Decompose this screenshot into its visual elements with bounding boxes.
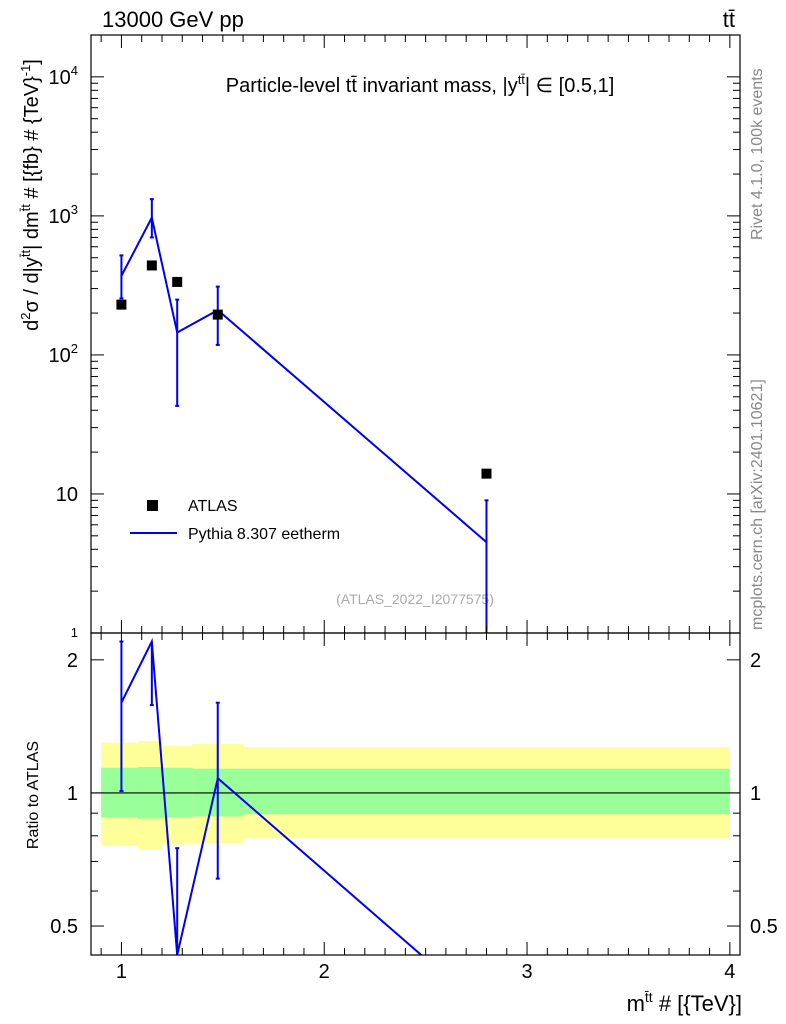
ratio-xtick-label-1: 2 — [319, 961, 330, 983]
ratio-ytick-label-left-0: 0.5 — [50, 916, 78, 938]
main-series-group — [116, 198, 492, 633]
rivet-label: Rivet 4.1.0, 100k events — [749, 68, 766, 240]
ratio-ytick-label-right-2: 2 — [750, 650, 761, 672]
ratio-ytick-label-right-0: 0.5 — [750, 916, 778, 938]
ratio-xlabel: mt̄t # [{TeV}] — [627, 989, 742, 1016]
main-frame — [90, 34, 741, 634]
ratio-xtick-label-3: 4 — [724, 961, 735, 983]
ratio-xtick-label-0: 1 — [116, 961, 127, 983]
header-right: tt̄ — [723, 7, 735, 32]
ratio-series-group — [119, 637, 423, 955]
main-ytick-label-2: 103 — [49, 202, 78, 228]
legend-label-pythia: Pythia 8.307 eetherm — [188, 526, 340, 543]
main-plot-area: 10 102 103 104 1 — [49, 34, 741, 640]
main-ytick-label-bottom: 1 — [71, 625, 78, 640]
ratio-plot-area: 0.5 0.5 1 1 2 2 1 2 3 4 — [50, 632, 778, 983]
ratio-ylabel: Ratio to ATLAS — [25, 741, 42, 849]
legend-marker-atlas — [147, 500, 158, 511]
data-point-1 — [146, 260, 157, 271]
ratio-frame — [90, 632, 741, 956]
legend-label-atlas: ATLAS — [188, 498, 238, 515]
header-left: 13000 GeV pp — [102, 7, 244, 32]
ratio-series-line — [120, 637, 423, 955]
analysis-watermark: (ATLAS_2022_I2077575) — [336, 591, 494, 607]
data-point-2 — [172, 276, 183, 287]
ratio-xtick-label-2: 3 — [521, 961, 532, 983]
ratio-ytick-label-left-2: 2 — [67, 650, 78, 672]
plot-title: Particle-level tt̄ invariant mass, |ytt̄… — [226, 72, 615, 97]
mc-series-line — [120, 214, 488, 543]
ratio-ytick-label-right-1: 1 — [750, 783, 761, 805]
ratio-ytick-label-left-1: 1 — [67, 783, 78, 805]
main-ytick-label-3: 104 — [49, 63, 78, 89]
ratio-band-inner-4 — [243, 768, 730, 815]
main-ytick-label-0: 10 — [56, 484, 78, 506]
mcplots-label: mcplots.cern.ch [arXiv:2401.10621] — [749, 379, 766, 630]
data-point-0 — [116, 299, 127, 310]
data-point-3 — [212, 309, 223, 320]
main-ytick-label-1: 102 — [49, 341, 78, 367]
main-ylabel: d2σ / d|yt̄t| dmt̄t # [{fb} # {TeV}-1] — [18, 59, 43, 331]
data-point-4 — [481, 468, 492, 479]
